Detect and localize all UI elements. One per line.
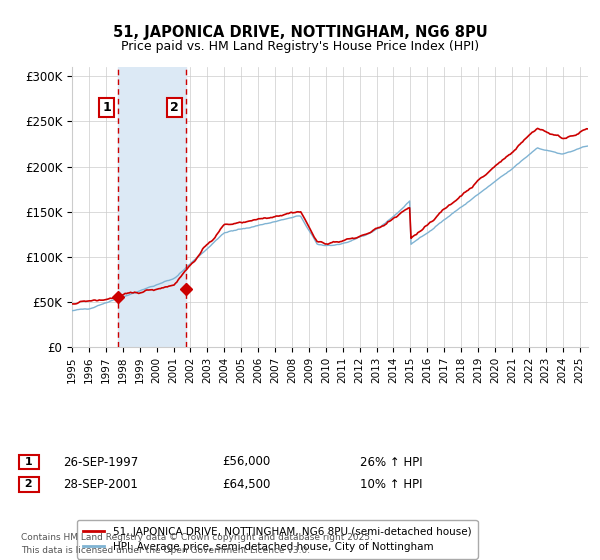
Text: £56,000: £56,000: [222, 455, 270, 469]
Text: 2: 2: [21, 479, 37, 489]
Text: Contains HM Land Registry data © Crown copyright and database right 2025.
This d: Contains HM Land Registry data © Crown c…: [21, 533, 373, 554]
Text: 51, JAPONICA DRIVE, NOTTINGHAM, NG6 8PU: 51, JAPONICA DRIVE, NOTTINGHAM, NG6 8PU: [113, 25, 487, 40]
Text: 2: 2: [170, 101, 179, 114]
Text: £64,500: £64,500: [222, 478, 271, 491]
Text: 28-SEP-2001: 28-SEP-2001: [63, 478, 138, 491]
Legend: 51, JAPONICA DRIVE, NOTTINGHAM, NG6 8PU (semi-detached house), HPI: Average pric: 51, JAPONICA DRIVE, NOTTINGHAM, NG6 8PU …: [77, 520, 478, 558]
Text: Price paid vs. HM Land Registry's House Price Index (HPI): Price paid vs. HM Land Registry's House …: [121, 40, 479, 53]
Bar: [118, 67, 186, 347]
Text: 26% ↑ HPI: 26% ↑ HPI: [360, 455, 422, 469]
Text: 1: 1: [21, 457, 37, 467]
Text: 26-SEP-1997: 26-SEP-1997: [63, 455, 138, 469]
Text: 10% ↑ HPI: 10% ↑ HPI: [360, 478, 422, 491]
Text: 1: 1: [102, 101, 111, 114]
